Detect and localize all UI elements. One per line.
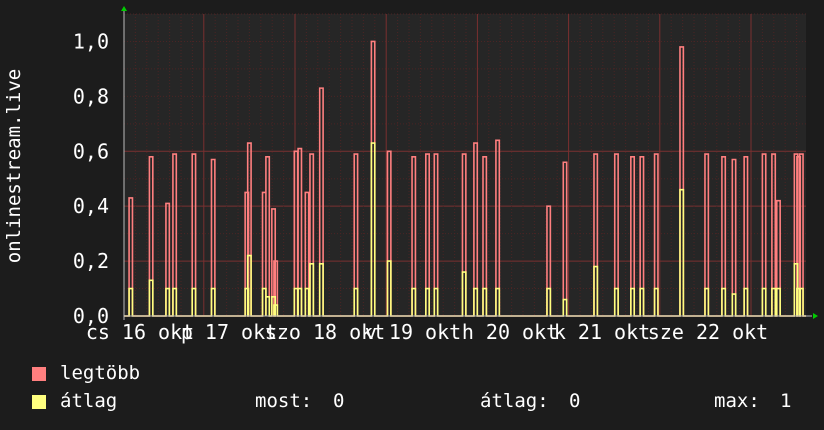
- y-tick-labels: 0,0 0,2 0,4 0,6 0,8 1,0: [73, 29, 109, 328]
- x-axis-arrow: [813, 313, 818, 319]
- x-tick-label: szo 18 okt: [265, 320, 385, 344]
- stat-now-value: 0: [333, 390, 345, 412]
- x-tick-label: k 21 okt: [554, 320, 650, 344]
- y-tick-label: 0,6: [73, 139, 109, 163]
- y-tick-label: 1,0: [73, 29, 109, 53]
- legend-swatch-avg: [32, 395, 46, 409]
- stat-max-label: max:: [714, 390, 760, 412]
- x-tick-label: cs 16 okt: [86, 320, 194, 344]
- legend-swatch-max: [32, 367, 46, 381]
- y-tick-label: 0,2: [73, 249, 109, 273]
- stat-max-value: 1: [780, 390, 792, 412]
- y-tick-label: 0,8: [73, 84, 109, 108]
- series-layer: [124, 40, 806, 317]
- y-axis-label: onlinestream.live: [3, 69, 25, 263]
- series-line-legtobb: [124, 40, 806, 317]
- stat-avg-label: átlag:: [480, 390, 549, 412]
- legend-label-avg: átlag: [60, 390, 118, 412]
- x-tick-label: h 20 okt: [462, 320, 558, 344]
- x-tick-label: p 17 okt: [181, 320, 277, 344]
- stat-avg-value: 0: [569, 390, 581, 412]
- y-tick-label: 0,4: [73, 194, 109, 218]
- y-axis-arrow: [121, 6, 127, 11]
- legend-label-max: legtöbb: [60, 362, 141, 384]
- y-tick-label: 0,0: [73, 304, 109, 328]
- x-tick-label: v 19 okt: [365, 320, 461, 344]
- axes: [121, 6, 818, 320]
- series-line-atlag: [124, 142, 806, 317]
- stat-now-label: most:: [255, 390, 313, 412]
- x-tick-label: sze 22 okt: [648, 320, 768, 344]
